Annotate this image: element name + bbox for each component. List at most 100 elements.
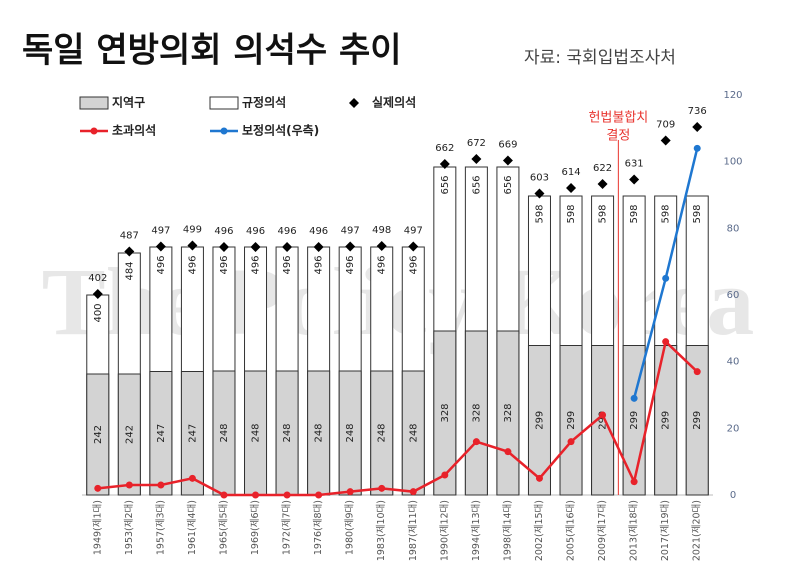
- line-point: [535, 474, 543, 482]
- diamond-marker: [376, 241, 387, 251]
- bar-label: 299: [598, 411, 609, 430]
- y2-tick-label: 0: [730, 490, 736, 501]
- marker-label: 497: [341, 226, 360, 237]
- bar-label: 248: [408, 423, 419, 442]
- bar-label: 656: [503, 175, 514, 194]
- bar-label: 328: [440, 403, 451, 422]
- x-tick-label: 2017(제19대): [660, 500, 671, 561]
- bar-label: 598: [534, 204, 545, 223]
- x-tick-label: 1976(제8대): [313, 500, 324, 555]
- diamond-marker: [534, 188, 545, 199]
- marker-label: 496: [309, 226, 328, 237]
- x-tick-label: 2013(제18대): [629, 500, 640, 561]
- diamond-marker: [250, 242, 261, 252]
- bar: [180, 371, 204, 496]
- diamond-marker: [597, 179, 608, 189]
- diamond-marker: [282, 242, 293, 252]
- diamond-marker: [439, 159, 450, 169]
- diamond-marker: [408, 241, 419, 252]
- x-tick-label: 1953(제2대): [124, 500, 135, 555]
- diamond-marker: [566, 183, 577, 193]
- bar-label: 496: [219, 255, 230, 274]
- bar-label: 299: [629, 411, 640, 430]
- bar-label: 299: [566, 411, 577, 430]
- diamond-marker: [218, 242, 229, 252]
- line-point: [409, 488, 417, 496]
- diamond-marker: [471, 154, 482, 164]
- x-tick-label: 1987(제11대): [408, 500, 419, 561]
- marker-label: 709: [656, 120, 675, 131]
- bar-label: 496: [251, 255, 262, 274]
- x-tick-label: 1998(제14대): [502, 500, 513, 561]
- x-tick-label: 1961(제4대): [187, 500, 198, 555]
- x-tick-label: 2005(제16대): [566, 500, 577, 561]
- x-tick-label: 2021(제20대): [692, 500, 703, 561]
- y2-tick-label: 100: [723, 157, 742, 168]
- bar-label: 248: [345, 423, 356, 442]
- legend-swatch: [79, 96, 109, 110]
- diamond-marker: [629, 174, 640, 185]
- bar-label: 328: [471, 403, 482, 422]
- y2-tick-label: 60: [727, 290, 740, 301]
- diamond-marker: [155, 241, 166, 252]
- chart-title: 독일 연방의회 의석수 추이: [22, 31, 402, 71]
- x-tick-label: 1980(제9대): [345, 500, 356, 555]
- line-point: [283, 491, 291, 499]
- marker-label: 662: [435, 143, 454, 154]
- line-point: [188, 474, 196, 482]
- line-point: [693, 144, 701, 152]
- legend-label: 규정의석: [242, 95, 286, 110]
- bar-label: 248: [251, 423, 262, 442]
- line-point: [125, 481, 133, 489]
- marker-label: 497: [151, 226, 170, 237]
- legend-swatch: [209, 96, 239, 110]
- bar: [496, 330, 520, 496]
- bar-label: 247: [156, 424, 167, 443]
- legend-swatch: [220, 127, 228, 135]
- marker-label: 631: [625, 159, 644, 170]
- line-point: [662, 274, 670, 282]
- line-point: [220, 491, 228, 499]
- bar-label: 496: [408, 255, 419, 274]
- diamond-marker: [692, 122, 703, 132]
- line-point: [378, 484, 386, 492]
- bar-label: 496: [282, 255, 293, 274]
- line-point: [94, 484, 102, 492]
- diamond-marker: [345, 241, 356, 252]
- legend-swatch: [349, 98, 359, 108]
- bar-label: 484: [124, 261, 135, 280]
- line-point: [157, 481, 165, 489]
- bar: [685, 345, 709, 496]
- line-point: [346, 488, 354, 496]
- bar: [433, 330, 457, 496]
- bar-label: 248: [314, 423, 325, 442]
- x-tick-label: 1994(제13대): [471, 500, 482, 561]
- legend-label: 지역구: [112, 95, 145, 110]
- bar-label: 496: [345, 255, 356, 274]
- line: [97, 339, 699, 497]
- marker-label: 487: [120, 231, 139, 242]
- bar-label: 598: [629, 204, 640, 223]
- bar-label: 656: [440, 175, 451, 194]
- marker-label: 614: [561, 167, 580, 178]
- marker-label: 622: [593, 163, 612, 174]
- bar-label: 656: [471, 175, 482, 194]
- diamond-marker: [660, 135, 671, 146]
- bar-label: 598: [661, 204, 672, 223]
- y2-tick-label: 40: [727, 357, 740, 368]
- line-point: [599, 411, 607, 419]
- bar-label: 299: [661, 411, 672, 430]
- bar-label: 248: [282, 423, 293, 442]
- line-point: [630, 478, 638, 486]
- marker-label: 603: [530, 173, 549, 184]
- bar-label: 242: [124, 425, 135, 444]
- marker-label: 496: [278, 226, 297, 237]
- legend-label: 초과의석: [112, 123, 156, 138]
- bar: [527, 345, 551, 496]
- bar-label: 598: [692, 204, 703, 223]
- bar-label: 598: [598, 204, 609, 223]
- x-tick-label: 1972(제7대): [282, 500, 293, 555]
- bar-label: 242: [93, 425, 104, 444]
- line-point: [693, 368, 701, 376]
